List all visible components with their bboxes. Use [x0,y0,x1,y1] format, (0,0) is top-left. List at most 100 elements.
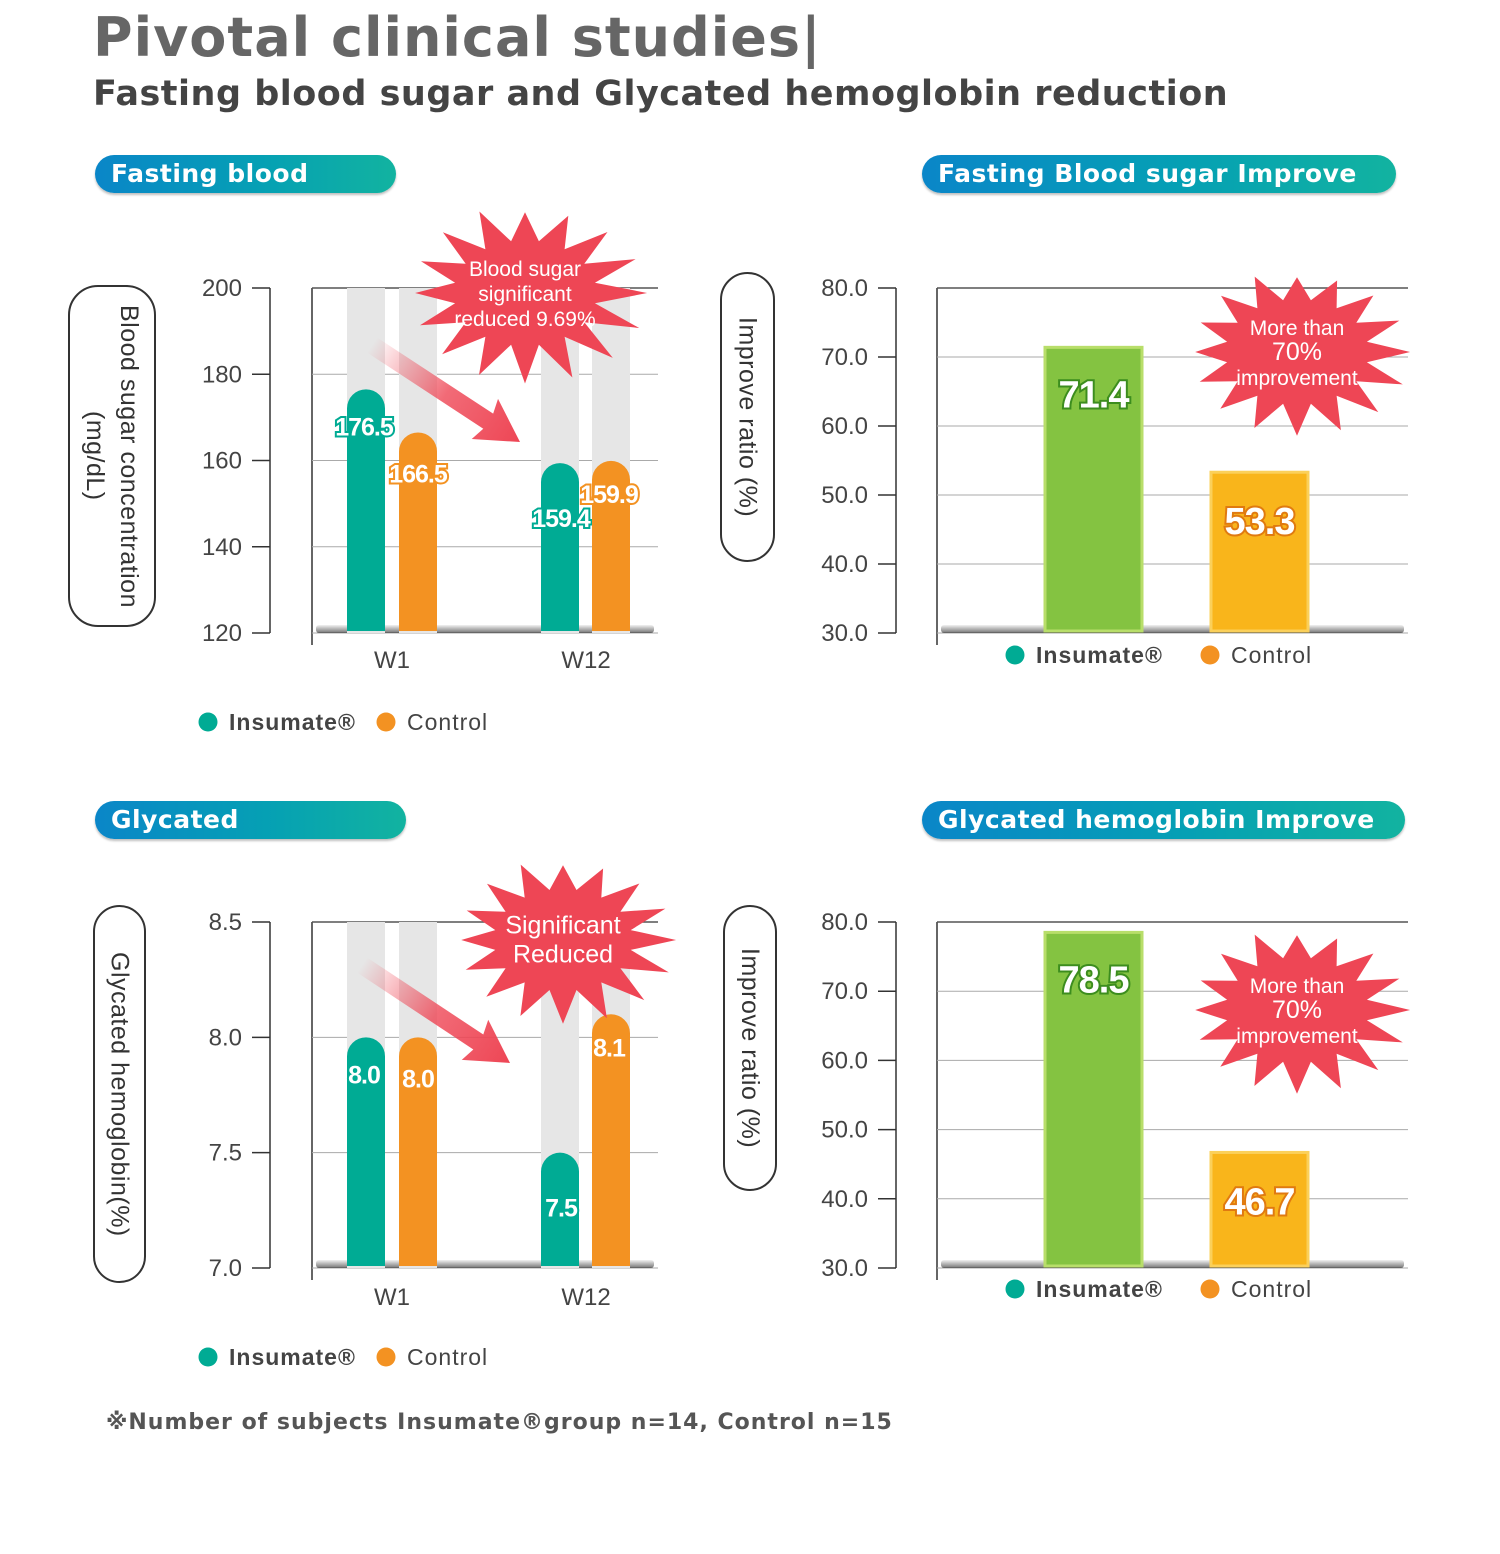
arrow-shape [367,337,521,443]
data-label: 71.4 [1059,374,1130,416]
y-axis-label-box: Improve ratio (%) [723,905,777,1191]
bar-insumate [1043,345,1144,633]
chart-title-glycated-hemoglobin: Glycated hemoglobin [95,801,406,872]
starburst-badge [1195,276,1411,436]
bar-insumate-w12 [541,1152,579,1266]
plot-floor [941,625,1404,633]
legend-dot-control [376,712,396,732]
bar-control-w12 [592,1014,630,1266]
bar-control [1209,470,1310,633]
y-tick-label: 200 [202,275,242,302]
y-tick-label: 50.0 [821,1117,868,1144]
bar-control [1209,1150,1310,1268]
x-category-label: W12 [561,647,610,674]
y-tick-label: 50.0 [821,482,868,509]
data-label: 8.1 [593,1034,626,1062]
y-tick-label: 7.0 [209,1255,242,1282]
y-axis-label: Improve ratio (%) [736,947,764,1149]
y-tick-label: 30.0 [821,620,868,647]
starburst-text: More than [1250,317,1345,340]
legend-label-control: Control [1231,1276,1312,1302]
bar-control-w1 [399,432,437,631]
y-tick-label: 60.0 [821,413,868,440]
page-subtitle: Fasting blood sugar and Glycated hemoglo… [93,74,1229,114]
legend-dot-control [1200,645,1220,665]
starburst-text: 70% [1272,338,1322,366]
legend-dot-control [376,1347,396,1367]
starburst-text: Blood sugar [469,258,581,281]
bar-insumate [1043,930,1144,1268]
y-tick-label: 7.5 [209,1140,242,1167]
y-tick-label: 40.0 [821,1186,868,1213]
legend-label-insumate: Insumate® [229,1344,356,1370]
legend-label-insumate: Insumate® [1036,1276,1163,1302]
y-tick-label: 160 [202,448,242,475]
y-axis-label: Glycated hemoglobin(%) [105,951,134,1237]
y-tick-label: 80.0 [821,909,868,936]
legend-label-insumate: Insumate® [1036,642,1163,668]
chart-title-fbs-improve-ratio: Fasting Blood sugar Improve ratio [922,155,1396,226]
starburst-badge [415,211,648,384]
y-tick-label: 70.0 [821,344,868,371]
y-axis-label-box: Blood sugar concentration (mg/dL) [68,285,156,627]
legend-dot-insumate [198,712,218,732]
legend-label-control: Control [1231,642,1312,668]
y-tick-label: 8.0 [209,1024,242,1051]
starburst-badge [1195,934,1411,1094]
chart-title-fasting-blood-sugar: Fasting blood sugar [95,155,396,226]
bar-insumate-w1 [347,1037,385,1266]
x-category-label: W1 [374,647,410,674]
y-axis-label: Blood sugar concentration (mg/dL) [81,304,143,608]
legend-dot-insumate [1005,645,1025,665]
legend-label-insumate: Insumate® [229,709,356,735]
y-tick-label: 30.0 [821,1255,868,1282]
data-label: 78.5 [1059,959,1130,1001]
plot-floor [941,1260,1404,1268]
trend-arrow-icon [367,337,521,443]
y-tick-label: 70.0 [821,978,868,1005]
y-tick-label: 60.0 [821,1047,868,1074]
data-label: 159.4 [532,505,591,533]
bar-insumate-w1 [347,389,385,631]
legend-label-control: Control [407,709,488,735]
arrow-shape [357,957,511,1064]
starburst-text: 70% [1272,996,1322,1024]
data-label: 159.9 [580,481,638,509]
y-tick-label: 180 [202,361,242,388]
data-label: 8.0 [402,1065,434,1093]
data-label: 8.0 [348,1061,380,1089]
legend-dot-insumate [1005,1279,1025,1299]
data-label: 7.5 [545,1195,578,1223]
data-label: 166.5 [389,460,448,488]
starburst-text: significant [478,283,572,306]
y-tick-label: 80.0 [821,275,868,302]
starburst-text: improvement [1236,367,1358,390]
starburst-text: More than [1250,975,1345,998]
legend-dot-insumate [198,1347,218,1367]
page-title: Pivotal clinical studies| [93,6,822,69]
x-category-label: W1 [374,1284,410,1311]
starburst-text: reduced 9.69% [454,308,595,331]
footnote: ※Number of subjects Insumate®group n=14,… [106,1410,893,1435]
legend-label-control: Control [407,1344,488,1370]
chart-title-hba1c-improve-ratio: Glycated hemoglobin Improve ratio [922,801,1405,872]
starburst-text: Reduced [513,941,613,969]
bar-insumate-w12 [541,463,579,631]
x-category-label: W12 [561,1284,610,1311]
starburst-text: improvement [1236,1025,1358,1048]
y-axis-label: Improve ratio (%) [733,316,762,518]
y-tick-label: 140 [202,534,242,561]
data-label: 53.3 [1225,501,1295,543]
y-tick-label: 40.0 [821,551,868,578]
bar-control-w1 [399,1037,437,1266]
y-tick-label: 8.5 [209,909,242,936]
starburst-text: Significant [505,912,620,940]
y-axis-label-box: Improve ratio (%) [720,272,775,562]
legend-dot-control [1200,1279,1220,1299]
data-label: 46.7 [1225,1181,1295,1223]
y-tick-label: 120 [202,620,242,647]
starburst-badge [461,864,677,1024]
trend-arrow-icon [357,957,511,1064]
bar-control-w12 [592,460,630,631]
